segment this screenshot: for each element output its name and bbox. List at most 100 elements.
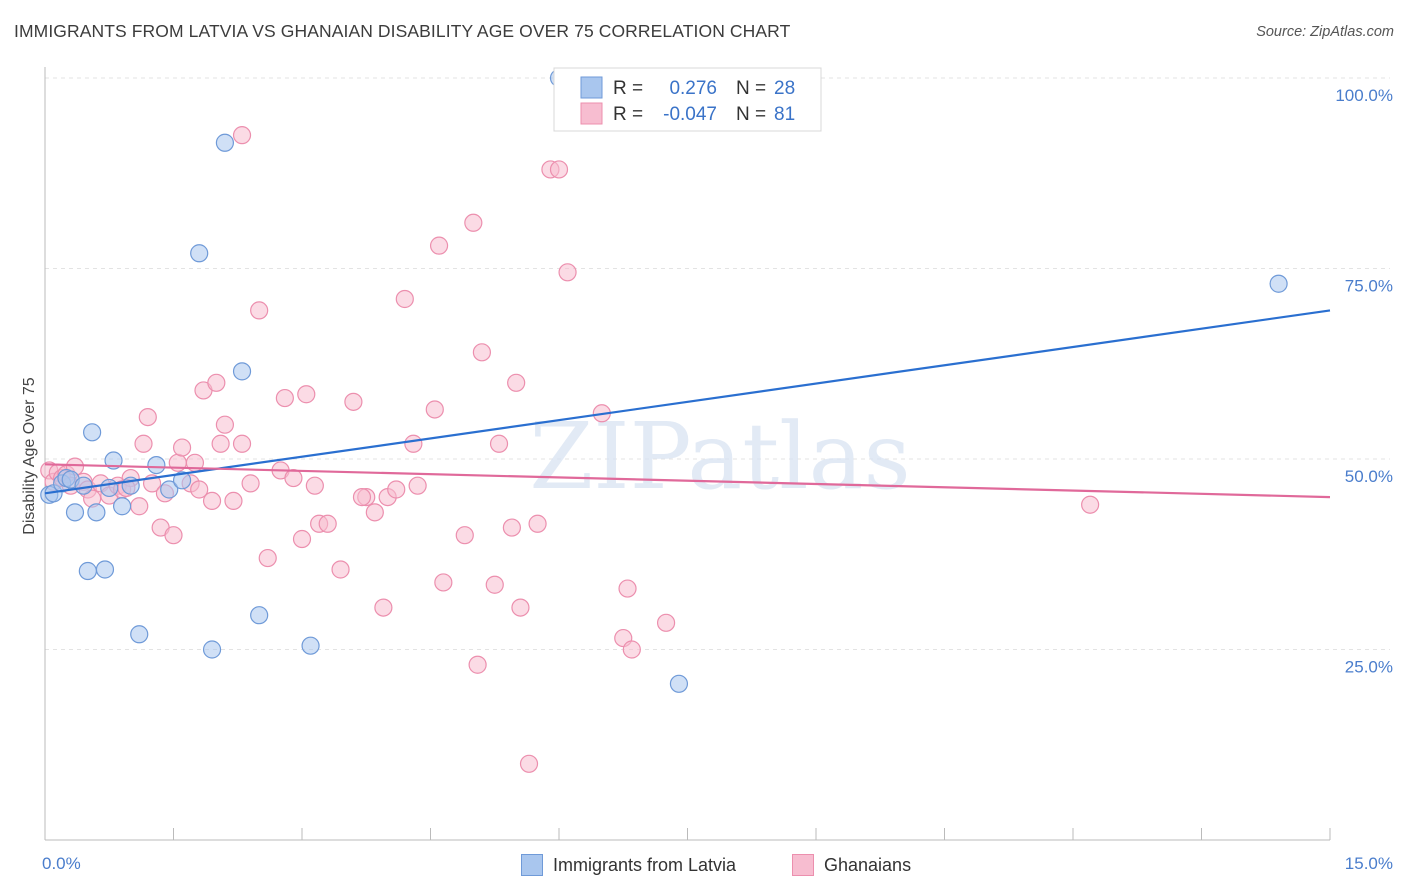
ghanaian-point <box>408 476 427 495</box>
legend-label-latvia: Immigrants from Latvia <box>553 854 737 875</box>
scatter-points <box>40 68 1288 773</box>
ghanaian-point <box>622 640 641 659</box>
ghanaian-point <box>172 438 192 457</box>
ghanaian-point <box>425 400 444 419</box>
axes <box>44 67 1331 841</box>
ghanaian-point <box>429 236 449 255</box>
ghanaian-point <box>455 526 474 545</box>
ghanaian-point <box>489 434 509 453</box>
legend-swatch-latvia-bottom <box>521 854 543 876</box>
ghanaian-point <box>656 613 676 632</box>
ghanaian-point <box>618 579 637 598</box>
latvia-point <box>202 640 222 659</box>
y-tick-label: 50.0% <box>1345 467 1393 486</box>
y-tick-label: 25.0% <box>1345 658 1393 677</box>
latvia-trend-line <box>44 309 1331 495</box>
ghanaian-point <box>190 480 209 499</box>
ghanaian-point <box>130 497 149 516</box>
ghanaian-point <box>549 160 569 179</box>
legend-r-label-1: R = <box>613 78 643 99</box>
bottom-legend: Immigrants from Latvia Ghanaians <box>0 852 1406 878</box>
ghanaian-point <box>502 518 521 537</box>
ghanaian-point <box>472 343 491 362</box>
ghanaian-point <box>284 468 303 488</box>
latvia-point <box>301 636 320 655</box>
trend-lines <box>44 309 1331 499</box>
legend-n-label-2: N = <box>736 104 766 125</box>
legend-swatch-latvia <box>580 76 603 99</box>
ghanaian-point <box>232 126 252 145</box>
ghanaian-point <box>404 434 423 453</box>
y-tick-label: 75.0% <box>1345 277 1393 296</box>
legend-r-value-1: 0.276 <box>669 78 717 99</box>
ghanaian-point <box>241 474 260 493</box>
ghanaian-point <box>275 388 294 408</box>
x-tick-label: 0.0% <box>42 854 81 873</box>
ghanaian-point <box>258 548 277 568</box>
ghanaian-point <box>138 407 157 427</box>
ghanaian-point <box>134 434 153 453</box>
latvia-point <box>100 478 119 498</box>
ghanaian-point <box>164 526 183 545</box>
ghanaian-point <box>528 514 547 533</box>
ghanaian-point <box>464 213 483 232</box>
ghanaian-point <box>207 373 226 392</box>
legend-item-ghanaians: Ghanaians <box>792 852 911 878</box>
ghanaian-point <box>507 373 526 392</box>
legend-r-label-2: R = <box>613 104 643 125</box>
ghanaian-point <box>305 476 324 495</box>
chart-title: IMMIGRANTS FROM LATVIA VS GHANAIAN DISAB… <box>14 21 791 41</box>
ghanaian-point <box>202 491 222 511</box>
latvia-point <box>112 497 132 516</box>
ghanaian-point <box>374 598 393 617</box>
legend-n-value-1: 28 <box>774 78 795 99</box>
ghanaian-point <box>434 573 453 592</box>
latvia-point <box>215 133 234 152</box>
ghanaian-point <box>352 488 372 507</box>
latvia-point <box>130 625 149 644</box>
latvia-point <box>172 471 192 490</box>
latvia-point <box>669 674 689 693</box>
y-axis-label: Disability Age Over 75 <box>21 377 38 535</box>
ghanaian-point <box>331 560 350 579</box>
latvia-point <box>147 455 166 475</box>
ghanaian-point <box>519 754 539 773</box>
ghanaian-point <box>232 434 252 453</box>
ghanaian-point <box>1081 495 1100 514</box>
legend-box: R = 0.276 N = 28 R = -0.047 N = 81 <box>553 67 822 132</box>
legend-swatch-ghanaians <box>580 102 603 125</box>
latvia-point <box>104 451 123 470</box>
x-tick-label: 15.0% <box>1345 854 1393 873</box>
latvia-point <box>190 244 209 263</box>
chart-source: Source: ZipAtlas.com <box>1256 24 1394 40</box>
ghanaian-point <box>485 575 504 594</box>
legend-n-value-2: 81 <box>774 104 795 125</box>
latvia-point <box>250 606 269 625</box>
ghanaian-point <box>224 491 243 511</box>
latvia-point <box>87 503 106 522</box>
ghanaian-point <box>211 434 230 453</box>
legend-n-label-1: N = <box>736 78 766 99</box>
ghanaian-point <box>318 514 337 533</box>
ghanaian-point <box>250 301 269 320</box>
y-tick-label: 100.0% <box>1335 86 1393 105</box>
ghanaian-point <box>344 392 363 411</box>
ghanaian-point <box>387 480 406 499</box>
ghanaian-point <box>558 263 577 282</box>
legend-label-ghanaians: Ghanaians <box>824 854 912 875</box>
legend-swatch-ghanaians-bottom <box>792 854 814 876</box>
tick-labels: 100.0% 75.0% 50.0% 25.0% 0.0% 15.0% <box>42 86 1393 873</box>
latvia-point <box>232 362 252 381</box>
latvia-point <box>95 560 115 579</box>
legend-r-value-2: -0.047 <box>663 104 717 125</box>
ghanaian-point <box>365 503 384 522</box>
latvia-point <box>78 561 97 581</box>
ghanaian-point <box>215 415 234 434</box>
ghanaian-point <box>395 289 414 309</box>
ghanaian-trend-line <box>44 463 1331 499</box>
latvia-point <box>83 423 102 442</box>
latvia-point <box>65 503 85 522</box>
watermark: ZIPatlas <box>529 403 910 510</box>
ghanaian-point <box>511 598 530 617</box>
